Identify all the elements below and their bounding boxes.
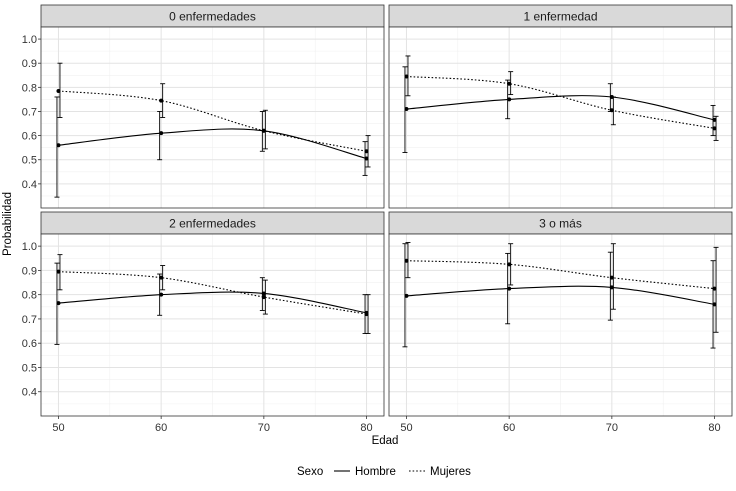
line-hombre: [58, 291, 367, 314]
y-tick-label: 0.7: [22, 106, 37, 118]
x-tick-label: 50: [400, 422, 412, 434]
y-tick-label: 1.0: [22, 241, 37, 253]
errorbar-hombre-50: [54, 96, 60, 198]
series-mujeres-0-enfermedades: [56, 62, 371, 168]
point-mujeres-70: [609, 108, 614, 113]
x-tick-label: 60: [155, 422, 167, 434]
point-mujeres-50: [404, 258, 409, 263]
point-hombre-60: [159, 292, 164, 297]
gridlines-3-o-mas: [389, 234, 732, 416]
gridlines-2-enfermedades: [41, 234, 384, 416]
x-tick-label: 60: [503, 422, 515, 434]
y-tick-label: 0.9: [22, 58, 37, 70]
panel-border-1-enfermedad: [388, 26, 733, 209]
panels-layer: 0 enfermedades 1 enfermedad 2 enfermedades…: [40, 4, 733, 417]
point-mujeres-60: [507, 262, 512, 267]
point-hombre-50: [404, 107, 409, 112]
panel-border-0-enfermedades: [40, 26, 385, 209]
point-mujeres-80: [364, 312, 369, 317]
y-tick-label: 0.6: [22, 131, 37, 143]
point-mujeres-70: [261, 295, 266, 300]
y-tick-label: 0.6: [22, 338, 37, 350]
x-axis-title: Edad: [372, 435, 399, 447]
y-axis-0-enfermedades: 0.4 0.5 0.6 0.7 0.8 0.9 1.0: [22, 34, 41, 191]
point-mujeres-60: [159, 275, 164, 280]
line-mujeres: [406, 260, 715, 290]
legend-label-mujeres: Mujeres: [430, 466, 471, 478]
panel-0-enfermedades: 0 enfermedades: [40, 4, 385, 209]
x-tick-label: 70: [258, 422, 270, 434]
x-axis-2-enfermedades: 50 60 70 80: [52, 416, 373, 434]
line-hombre: [406, 285, 715, 305]
x-tick-label: 80: [708, 422, 720, 434]
point-hombre-80: [364, 156, 369, 161]
series-mujeres-2-enfermedades: [56, 254, 371, 334]
y-axis-2-enfermedades: 0.4 0.5 0.6 0.7 0.8 0.9 1.0: [22, 241, 41, 399]
panel-border-2-enfermedades: [40, 233, 385, 417]
x-tick-label: 70: [606, 422, 618, 434]
point-hombre-50: [404, 293, 409, 298]
axes-layer: 0.4 0.5 0.6 0.7 0.8 0.9 1.0 0.4 0.5 0.6 0.7 0.8 0.9 1…: [22, 34, 721, 434]
line-mujeres: [406, 75, 715, 129]
point-hombre-80: [712, 302, 717, 307]
y-tick-label: 0.5: [22, 362, 37, 374]
y-tick-label: 0.5: [22, 155, 37, 167]
legend: Sexo Hombre Mujeres: [297, 466, 471, 478]
line-mujeres: [58, 271, 367, 315]
y-tick-label: 0.8: [22, 290, 37, 302]
y-tick-label: 1.0: [22, 34, 37, 46]
point-mujeres-70: [609, 275, 614, 280]
y-tick-label: 0.8: [22, 82, 37, 94]
point-mujeres-70: [261, 128, 266, 133]
y-tick-label: 0.4: [22, 179, 37, 191]
y-tick-label: 0.9: [22, 265, 37, 277]
panel-1-enfermedad: 1 enfermedad: [388, 4, 733, 209]
series-hombre-3-o-mas: [402, 243, 717, 349]
point-hombre-80: [712, 117, 717, 122]
point-hombre-50: [56, 143, 61, 148]
y-axis-title: Probabilidad: [2, 192, 14, 256]
point-hombre-70: [261, 291, 266, 296]
point-mujeres-50: [56, 269, 61, 274]
y-tick-label: 0.4: [22, 387, 37, 399]
strip-label-3-o-mas: 3 o más: [539, 217, 582, 231]
gridlines-1-enfermedad: [389, 27, 732, 208]
panel-border-3-o-mas: [388, 233, 733, 417]
point-hombre-60: [507, 286, 512, 291]
x-tick-label: 80: [360, 422, 372, 434]
strip-label-2-enfermedades: 2 enfermedades: [169, 217, 256, 231]
point-mujeres-60: [507, 81, 512, 86]
point-mujeres-50: [56, 88, 61, 93]
x-tick-label: 50: [52, 422, 64, 434]
legend-label-hombre: Hombre: [355, 466, 396, 478]
strip-label-1-enfermedad: 1 enfermedad: [523, 10, 597, 24]
x-axis-3-o-mas: 50 60 70 80: [400, 416, 721, 434]
point-hombre-60: [159, 131, 164, 136]
point-mujeres-80: [712, 286, 717, 291]
errorbar-hombre-60: [157, 111, 163, 161]
point-hombre-70: [609, 285, 614, 290]
point-mujeres-80: [712, 126, 717, 131]
series-mujeres-3-o-mas: [404, 242, 719, 333]
point-mujeres-50: [404, 74, 409, 79]
strip-label-0-enfermedades: 0 enfermedades: [169, 10, 256, 24]
point-mujeres-80: [364, 149, 369, 154]
legend-title: Sexo: [297, 466, 323, 478]
panel-2-enfermedades: 2 enfermedades: [40, 211, 385, 417]
point-mujeres-60: [159, 98, 164, 103]
point-hombre-60: [507, 97, 512, 102]
y-tick-label: 0.7: [22, 314, 37, 326]
series-mujeres-1-enfermedad: [404, 55, 719, 141]
panel-3-o-mas: 3 o más: [388, 211, 733, 417]
line-hombre: [58, 128, 367, 160]
point-hombre-50: [56, 301, 61, 306]
